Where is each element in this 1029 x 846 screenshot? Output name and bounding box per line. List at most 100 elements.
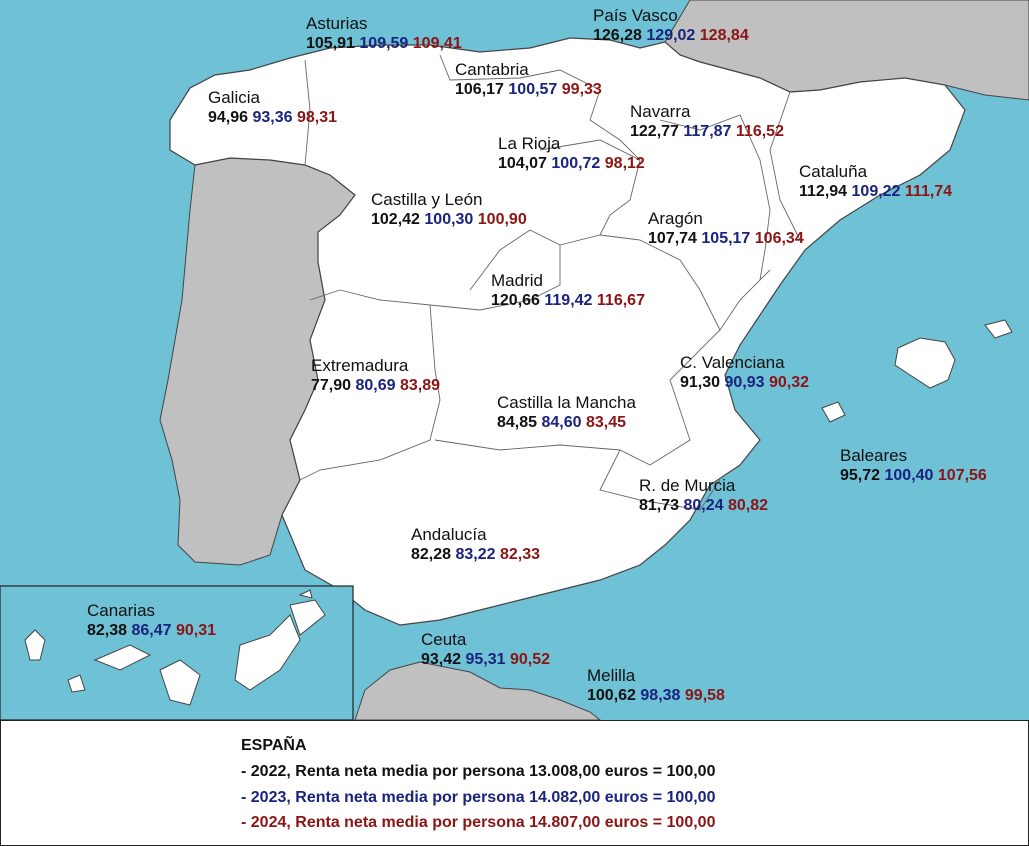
value-2024: 116,67 (596, 292, 645, 310)
value-2022: 112,94 (799, 183, 848, 201)
value-2024: 109,41 (412, 35, 462, 53)
value-2022: 95,72 (840, 467, 881, 485)
value-2023: 100,30 (424, 211, 474, 229)
value-2024: 116,52 (735, 123, 784, 141)
value-2022: 81,73 (639, 497, 680, 515)
value-2022: 100,62 (587, 687, 636, 705)
value-2024: 98,31 (297, 109, 338, 127)
label-cataluna: Cataluña 112,94 109,22 111,74 (799, 162, 952, 202)
value-2024: 80,82 (728, 497, 769, 515)
value-2022: 105,91 (306, 35, 355, 53)
label-extremadura: Extremadura 77,90 80,69 83,89 (311, 356, 440, 396)
morocco-land (354, 661, 601, 720)
label-madrid: Madrid 120,66 119,42 116,67 (491, 271, 645, 311)
value-2022: 82,38 (87, 622, 128, 640)
value-2024: 83,45 (586, 414, 627, 432)
value-2024: 90,52 (510, 651, 551, 669)
value-2024: 82,33 (500, 546, 541, 564)
region-name: Navarra (630, 102, 691, 121)
value-2022: 77,90 (311, 377, 352, 395)
canarias-islands (24, 589, 326, 706)
label-canarias: Canarias 82,38 86,47 90,31 (87, 601, 216, 641)
value-2022: 94,96 (208, 109, 249, 127)
spain-map (0, 0, 1029, 720)
legend-box: ESPAÑA - 2022, Renta neta media por pers… (0, 720, 1029, 846)
label-aragon: Aragón 107,74 105,17 106,34 (648, 209, 804, 249)
value-2023: 98,38 (640, 687, 681, 705)
region-name: C. Valenciana (680, 353, 785, 372)
value-2024: 83,89 (400, 377, 441, 395)
value-2023: 117,87 (683, 123, 732, 141)
region-name: Aragón (648, 209, 703, 228)
value-2022: 122,77 (630, 123, 679, 141)
legend-line-2023: - 2023, Renta neta media por persona 14.… (241, 789, 716, 806)
label-r-de-murcia: R. de Murcia 81,73 80,24 80,82 (639, 476, 768, 516)
label-cantabria: Cantabria 106,17 100,57 99,33 (455, 60, 602, 100)
value-2023: 129,02 (646, 27, 696, 45)
value-2022: 102,42 (371, 211, 420, 229)
spain-mainland (169, 37, 966, 626)
region-borders (299, 54, 801, 511)
value-2022: 120,66 (491, 292, 540, 310)
region-name: Galicia (208, 88, 260, 107)
value-2024: 90,32 (769, 374, 810, 392)
value-2024: 98,12 (604, 155, 645, 173)
value-2023: 109,22 (851, 183, 901, 201)
region-name: Castilla y León (371, 190, 483, 209)
value-2023: 80,24 (683, 497, 724, 515)
label-la-rioja: La Rioja 104,07 100,72 98,12 (498, 134, 645, 174)
label-c-valenciana: C. Valenciana 91,30 90,93 90,32 (680, 353, 809, 393)
label-pais-vasco: País Vasco 126,28 129,02 128,84 (593, 6, 749, 46)
value-2024: 128,84 (699, 27, 749, 45)
value-2023: 83,22 (455, 546, 496, 564)
value-2022: 107,74 (648, 230, 697, 248)
label-melilla: Melilla 100,62 98,38 99,58 (587, 666, 725, 706)
region-name: Madrid (491, 271, 543, 290)
value-2024: 107,56 (937, 467, 987, 485)
value-2023: 109,59 (359, 35, 409, 53)
value-2023: 90,93 (724, 374, 765, 392)
region-name: La Rioja (498, 134, 561, 153)
value-2023: 100,40 (884, 467, 934, 485)
value-2022: 106,17 (455, 81, 504, 99)
value-2023: 84,60 (541, 414, 582, 432)
region-name: Baleares (840, 446, 908, 465)
value-2022: 82,28 (411, 546, 452, 564)
label-navarra: Navarra 122,77 117,87 116,52 (630, 102, 784, 142)
region-name: Andalucía (411, 525, 487, 544)
value-2023: 100,72 (551, 155, 601, 173)
label-galicia: Galicia 94,96 93,36 98,31 (208, 88, 337, 128)
value-2022: 84,85 (497, 414, 538, 432)
region-name: Melilla (587, 666, 636, 685)
label-castilla-y-leon: Castilla y León 102,42 100,30 100,90 (371, 190, 527, 230)
region-name: Cataluña (799, 162, 868, 181)
value-2024: 111,74 (904, 183, 953, 201)
legend-title: ESPAÑA (241, 737, 307, 754)
label-baleares: Baleares 95,72 100,40 107,56 (840, 446, 987, 486)
region-name: Cantabria (455, 60, 529, 79)
value-2023: 100,57 (508, 81, 558, 99)
value-2023: 119,42 (544, 292, 593, 310)
value-2024: 99,33 (561, 81, 602, 99)
region-name: R. de Murcia (639, 476, 736, 495)
baleares-islands (821, 319, 1013, 423)
legend-line-2024: - 2024, Renta neta media por persona 14.… (241, 814, 716, 831)
value-2024: 99,58 (684, 687, 725, 705)
region-name: Extremadura (311, 356, 409, 375)
region-name: Canarias (87, 601, 156, 620)
legend-line-2022: - 2022, Renta neta media por persona 13.… (241, 763, 716, 780)
value-2022: 91,30 (680, 374, 721, 392)
value-2024: 90,31 (176, 622, 217, 640)
value-2023: 86,47 (131, 622, 172, 640)
region-name: Castilla la Mancha (497, 393, 636, 412)
value-2023: 80,69 (355, 377, 396, 395)
label-asturias: Asturias 105,91 109,59 109,41 (306, 14, 462, 54)
value-2023: 105,17 (701, 230, 751, 248)
region-name: Ceuta (421, 630, 467, 649)
value-2023: 93,36 (252, 109, 293, 127)
label-ceuta: Ceuta 93,42 95,31 90,52 (421, 630, 550, 670)
label-andalucia: Andalucía 82,28 83,22 82,33 (411, 525, 540, 565)
value-2022: 126,28 (593, 27, 642, 45)
region-name: Asturias (306, 14, 368, 33)
value-2024: 106,34 (754, 230, 804, 248)
